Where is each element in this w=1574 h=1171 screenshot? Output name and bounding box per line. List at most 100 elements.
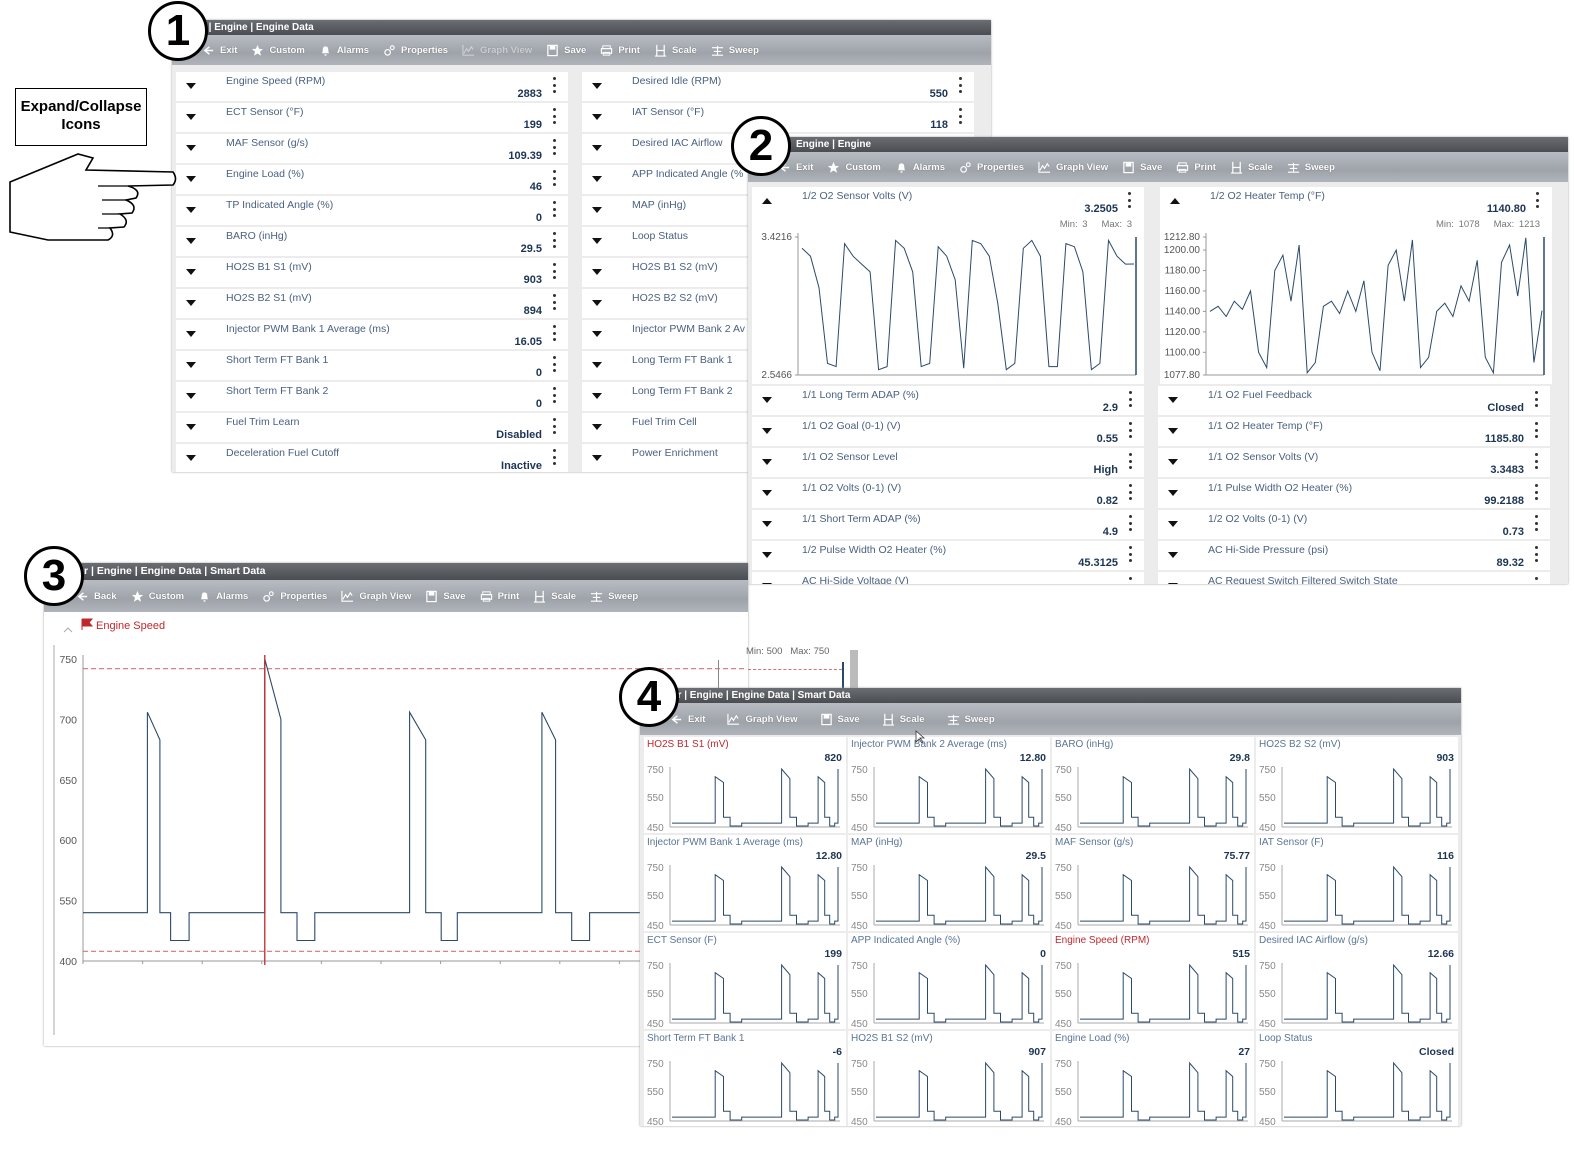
expand-icon[interactable] (186, 145, 196, 151)
custom-button[interactable]: Custom (827, 161, 881, 174)
more-options-icon[interactable] (552, 77, 556, 93)
smart-data-cell[interactable]: HO2S B2 S2 (mV) 903 750 550 450 (1256, 737, 1458, 833)
sweep-button[interactable]: Sweep (590, 590, 638, 603)
exit-button[interactable]: Exit (670, 713, 705, 726)
print-button[interactable]: Print (480, 590, 519, 603)
expand-icon[interactable] (186, 83, 196, 89)
expand-icon[interactable] (762, 459, 772, 465)
scrollbar[interactable] (850, 650, 858, 690)
more-options-icon[interactable] (1128, 484, 1132, 500)
smart-data-cell[interactable]: Engine Speed (RPM) 515 750 550 450 (1052, 933, 1254, 1029)
more-options-icon[interactable] (552, 449, 556, 465)
expand-icon[interactable] (762, 490, 772, 496)
smart-data-cell[interactable]: HO2S B1 S1 (mV) 820 750 550 450 (644, 737, 846, 833)
graph-view-button[interactable]: Graph View (1038, 161, 1108, 174)
smart-data-cell[interactable]: ECT Sensor (F) 199 750 550 450 (644, 933, 846, 1029)
expand-icon[interactable] (186, 424, 196, 430)
expand-icon[interactable] (762, 428, 772, 434)
more-options-icon[interactable] (958, 77, 962, 93)
more-options-icon[interactable] (1534, 422, 1538, 438)
properties-button[interactable]: Properties (383, 44, 448, 57)
smart-data-cell[interactable]: MAF Sensor (g/s) 75.77 750 550 450 (1052, 835, 1254, 931)
sweep-button[interactable]: Sweep (947, 713, 995, 726)
expand-icon[interactable] (1168, 583, 1178, 584)
more-options-icon[interactable] (552, 201, 556, 217)
more-options-icon[interactable] (1128, 515, 1132, 531)
more-options-icon[interactable] (552, 263, 556, 279)
smart-data-cell[interactable]: Loop Status Closed 750 550 450 (1256, 1031, 1458, 1126)
more-options-icon[interactable] (1534, 391, 1538, 407)
expand-icon[interactable] (1168, 428, 1178, 434)
expand-icon[interactable] (592, 269, 602, 275)
scale-button[interactable]: Scale (533, 590, 576, 603)
alarms-button[interactable]: Alarms (198, 590, 248, 603)
smart-data-cell[interactable]: HO2S B1 S2 (mV) 907 750 550 450 (848, 1031, 1050, 1126)
more-options-icon[interactable] (1128, 391, 1132, 407)
smart-data-cell[interactable]: IAT Sensor (F) 116 750 550 450 (1256, 835, 1458, 931)
expand-icon[interactable] (186, 238, 196, 244)
properties-button[interactable]: Properties (262, 590, 327, 603)
more-options-icon[interactable] (958, 108, 962, 124)
more-options-icon[interactable] (1128, 577, 1132, 584)
expand-icon[interactable] (592, 362, 602, 368)
more-options-icon[interactable] (552, 418, 556, 434)
save-button[interactable]: Save (1122, 161, 1162, 174)
more-options-icon[interactable] (1128, 546, 1132, 562)
alarms-button[interactable]: Alarms (319, 44, 369, 57)
custom-button[interactable]: Custom (251, 44, 305, 57)
more-options-icon[interactable] (1128, 192, 1132, 208)
more-options-icon[interactable] (1534, 546, 1538, 562)
smart-data-cell[interactable]: Desired IAC Airflow (g/s) 12.66 750 550 450 (1256, 933, 1458, 1029)
expand-icon[interactable] (186, 114, 196, 120)
sweep-button[interactable]: Sweep (711, 44, 759, 57)
expand-icon[interactable] (186, 207, 196, 213)
smart-data-cell[interactable]: MAP (inHg) 29.5 750 550 450 (848, 835, 1050, 931)
expand-icon[interactable] (1168, 397, 1178, 403)
expand-icon[interactable] (762, 552, 772, 558)
more-options-icon[interactable] (1534, 453, 1538, 469)
graph-view-button[interactable]: Graph View (727, 713, 798, 726)
more-options-icon[interactable] (1128, 453, 1132, 469)
properties-button[interactable]: Properties (959, 161, 1024, 174)
alarms-button[interactable]: Alarms (895, 161, 945, 174)
expand-icon[interactable] (592, 145, 602, 151)
smart-data-cell[interactable]: Engine Load (%) 27 750 550 450 (1052, 1031, 1254, 1126)
print-button[interactable]: Print (1176, 161, 1216, 174)
sweep-button[interactable]: Sweep (1287, 161, 1335, 174)
more-options-icon[interactable] (552, 232, 556, 248)
smart-data-cell[interactable]: BARO (inHg) 29.8 750 550 450 (1052, 737, 1254, 833)
expand-icon[interactable] (762, 397, 772, 403)
more-options-icon[interactable] (1128, 422, 1132, 438)
custom-button[interactable]: Custom (131, 590, 184, 603)
smart-data-cell[interactable]: APP Indicated Angle (%) 0 750 550 450 (848, 933, 1050, 1029)
scale-button[interactable]: Scale (882, 713, 925, 726)
expand-icon[interactable] (1168, 521, 1178, 527)
save-button[interactable]: Save (820, 713, 860, 726)
expand-icon[interactable] (186, 331, 196, 337)
graph-view-button[interactable]: Graph View (341, 590, 411, 603)
expand-icon[interactable] (592, 300, 602, 306)
more-options-icon[interactable] (1534, 577, 1538, 584)
more-options-icon[interactable] (552, 108, 556, 124)
graph-view-button[interactable]: Graph View (462, 44, 532, 57)
expand-icon[interactable] (592, 455, 602, 461)
more-options-icon[interactable] (552, 356, 556, 372)
scale-button[interactable]: Scale (654, 44, 697, 57)
expand-icon[interactable] (186, 362, 196, 368)
more-options-icon[interactable] (552, 325, 556, 341)
collapse-icon[interactable] (762, 198, 772, 204)
expand-icon[interactable] (1168, 459, 1178, 465)
expand-icon[interactable] (592, 331, 602, 337)
print-button[interactable]: Print (600, 44, 640, 57)
expand-icon[interactable] (186, 455, 196, 461)
expand-icon[interactable] (592, 114, 602, 120)
exit-button[interactable]: Exit (202, 44, 237, 57)
expand-icon[interactable] (592, 207, 602, 213)
expand-icon[interactable] (592, 238, 602, 244)
save-button[interactable]: Save (546, 44, 586, 57)
expand-icon[interactable] (186, 176, 196, 182)
expand-icon[interactable] (186, 393, 196, 399)
expand-icon[interactable] (592, 393, 602, 399)
collapse-icon[interactable] (1170, 198, 1180, 204)
expand-icon[interactable] (1168, 552, 1178, 558)
